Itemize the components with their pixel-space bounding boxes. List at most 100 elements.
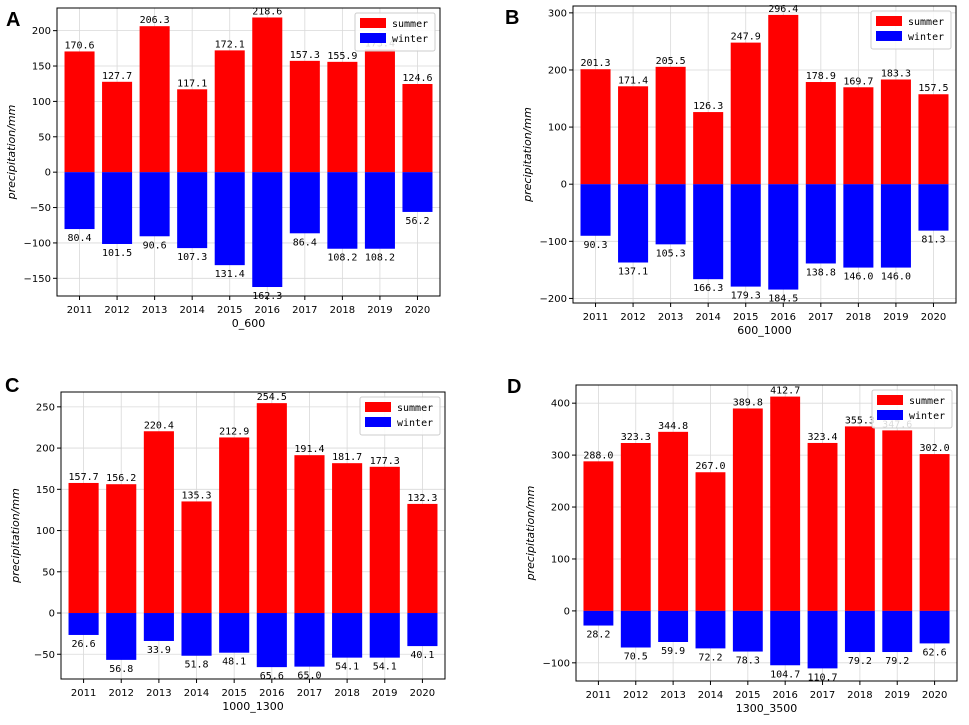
y-tick-label: 100	[32, 97, 51, 108]
y-tick-label: 150	[32, 62, 51, 73]
legend: summer winter	[354, 12, 436, 52]
winter-bar	[880, 184, 911, 268]
x-tick-label: 2014	[179, 305, 204, 316]
summer-value-label: 157.7	[69, 472, 99, 483]
winter-bar	[332, 613, 363, 658]
winter-value-label: 62.6	[923, 647, 947, 658]
legend-swatch-winter	[877, 410, 903, 420]
x-tick-label: 2015	[733, 312, 758, 323]
summer-value-label: 178.9	[806, 71, 836, 82]
x-tick-label: 2014	[698, 690, 723, 701]
winter-value-label: 90.6	[143, 240, 167, 251]
summer-bar	[620, 443, 651, 611]
winter-bar	[402, 172, 433, 212]
winter-value-label: 28.2	[586, 630, 610, 641]
y-axis-title: precipitation/mm	[9, 488, 22, 584]
winter-value-label: 51.8	[184, 660, 208, 671]
x-tick-label: 2014	[695, 312, 720, 323]
y-axis-title: precipitation/mm	[5, 105, 18, 201]
x-tick-label: 2013	[146, 688, 171, 699]
y-tick-label: 200	[32, 26, 51, 37]
y-tick-label: −50	[34, 650, 55, 661]
summer-bar	[68, 482, 99, 614]
x-tick-label: 2019	[885, 690, 910, 701]
y-tick-label: 50	[42, 567, 55, 578]
legend-swatch-winter	[360, 33, 386, 43]
winter-value-label: 166.3	[693, 283, 723, 294]
summer-value-label: 218.6	[252, 6, 282, 17]
x-tick-label: 2013	[658, 312, 683, 323]
winter-value-label: 104.7	[770, 669, 800, 680]
x-tick-label: 2011	[583, 312, 608, 323]
summer-value-label: 296.4	[768, 4, 798, 15]
summer-value-label: 132.3	[407, 493, 437, 504]
winter-value-label: 79.2	[885, 656, 909, 667]
summer-value-label: 212.9	[219, 426, 249, 437]
y-axis-title: precipitation/mm	[524, 486, 537, 582]
panel-a: A 170.6 127.7 206.3 117.1 172.1 218.6 157.3 155.…	[5, 6, 441, 330]
legend-label-summer: summer	[397, 403, 433, 414]
summer-value-label: 117.1	[177, 78, 207, 89]
summer-bar	[618, 86, 649, 185]
winter-value-label: 26.6	[72, 639, 96, 650]
summer-value-label: 267.0	[695, 461, 725, 472]
plot-frame	[572, 5, 957, 304]
winter-value-label: 110.7	[807, 672, 837, 683]
panel-letter: B	[505, 7, 519, 29]
winter-bar	[106, 613, 137, 660]
legend-label-winter: winter	[909, 411, 945, 422]
summer-bar	[693, 112, 724, 185]
winter-bar	[256, 613, 287, 668]
summer-bar	[143, 431, 174, 614]
summer-bar	[327, 61, 358, 173]
winter-value-label: 56.8	[109, 664, 133, 675]
winter-bar	[289, 172, 320, 234]
legend-swatch-summer	[877, 395, 903, 405]
winter-bar	[768, 184, 799, 290]
winter-value-label: 40.1	[410, 650, 434, 661]
winter-bar	[580, 184, 611, 236]
plot-frame	[60, 391, 446, 680]
summer-value-label: 206.3	[140, 15, 170, 26]
summer-value-label: 288.0	[583, 450, 613, 461]
y-tick-label: 0	[564, 606, 570, 617]
x-tick-label: 2016	[259, 688, 284, 699]
x-tick-label: 2014	[184, 688, 209, 699]
legend-swatch-summer	[360, 18, 386, 28]
winter-bar	[64, 172, 95, 230]
summer-bar	[805, 82, 836, 185]
winter-value-label: 54.1	[335, 662, 359, 673]
legend-swatch-summer	[876, 16, 902, 26]
winter-bar	[655, 184, 686, 245]
summer-bar	[770, 396, 801, 611]
y-tick-label: 300	[548, 8, 567, 19]
winter-bar	[181, 613, 212, 656]
x-tick-label: 2016	[255, 305, 280, 316]
y-tick-label: 0	[561, 180, 567, 191]
x-tick-label: 2020	[405, 305, 430, 316]
summer-bar	[807, 442, 838, 611]
y-tick-label: 400	[551, 399, 570, 410]
x-tick-label: 2016	[771, 312, 796, 323]
winter-bar	[730, 184, 761, 287]
winter-bar	[770, 610, 801, 666]
plot-frame	[575, 384, 958, 682]
x-axis-title: 1300_3500	[736, 702, 798, 715]
winter-value-label: 101.5	[102, 248, 132, 259]
winter-bar	[693, 184, 724, 280]
x-tick-label: 2017	[297, 688, 322, 699]
summer-bar	[364, 49, 395, 173]
legend-swatch-winter	[876, 31, 902, 41]
summer-bar	[214, 50, 245, 173]
winter-value-label: 48.1	[222, 657, 246, 668]
x-tick-label: 2019	[372, 688, 397, 699]
winter-bar	[583, 610, 614, 626]
winter-bar	[177, 172, 208, 249]
legend-label-winter: winter	[397, 418, 433, 429]
winter-value-label: 54.1	[373, 662, 397, 673]
winter-bar	[327, 172, 358, 249]
winter-bar	[407, 613, 438, 647]
x-tick-label: 2012	[623, 690, 648, 701]
summer-value-label: 247.9	[731, 32, 761, 43]
summer-value-label: 157.5	[918, 83, 948, 94]
